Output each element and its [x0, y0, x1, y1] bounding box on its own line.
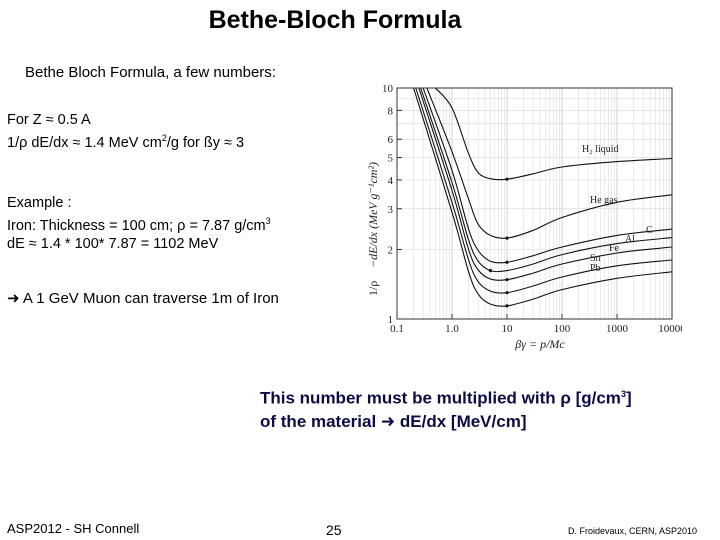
slide-subtitle: Bethe Bloch Formula, a few numbers: — [25, 64, 276, 81]
minimum-marker — [505, 304, 509, 308]
intro-line-1: For Z ≈ 0.5 A — [7, 112, 91, 128]
series-line — [426, 87, 673, 239]
x-tick-label: 1000 — [606, 323, 629, 335]
series-label: Al — [625, 234, 635, 245]
plot-series — [413, 87, 673, 308]
minimum-marker — [488, 269, 493, 273]
series-line — [434, 87, 673, 181]
series-line — [418, 87, 673, 281]
example-block: Example : Iron: Thickness = 100 cm; ρ = … — [7, 194, 271, 253]
minimum-marker — [505, 177, 509, 181]
arrow-right-icon: ➜ — [7, 290, 20, 307]
note-line-1-pre: This number must be multiplied with ρ [g… — [260, 388, 621, 408]
x-tick-label: 10000 — [658, 323, 682, 335]
example-heading: Example : — [7, 195, 72, 211]
intro-line-2: 1/ρ dE/dx ≈ 1.4 MeV cm2/g for ßy ≈ 3 — [7, 129, 244, 152]
series-label: C — [646, 225, 653, 236]
arrow-right-icon: ➜ — [380, 411, 396, 431]
example-line-1: Iron: Thickness = 100 cm; ρ = 7.87 g/cm3 — [7, 212, 271, 235]
y-tick-label: 5 — [388, 153, 394, 165]
y-tick-label: 8 — [388, 105, 394, 117]
x-tick-label: 0.1 — [390, 323, 404, 335]
minimum-marker — [505, 278, 509, 282]
series-line — [420, 87, 673, 273]
muon-statement: ➜ A 1 GeV Muon can traverse 1m of Iron — [7, 289, 279, 307]
footer-author: ASP2012 - SH Connell — [7, 521, 140, 536]
slide-title: Bethe-Bloch Formula — [208, 6, 462, 34]
series-label: Sn — [590, 253, 601, 264]
plot-ticks: 0.1 1.0 10 100 1000 10000 1 2 3 4 5 6 8 10 — [382, 83, 682, 335]
y-axis-label-prefix: 1/ρ — [366, 281, 380, 296]
y-tick-label: 6 — [388, 134, 394, 146]
y-tick-label: 10 — [382, 83, 394, 95]
note-line-2: of the material ➜ dE/dx [MeV/cm] — [260, 410, 632, 433]
minimum-marker — [505, 260, 509, 264]
muon-text: A 1 GeV Muon can traverse 1m of Iron — [19, 290, 279, 307]
minimum-marker — [505, 236, 509, 240]
x-tick-label: 100 — [554, 323, 571, 335]
intro-line-2-sup: 2 — [161, 133, 167, 143]
y-tick-label: 3 — [388, 204, 394, 216]
series-line — [415, 87, 673, 294]
plot-frame — [396, 87, 673, 320]
note-line-1-sup: 3 — [620, 389, 626, 399]
plot-axes-box — [396, 87, 673, 320]
example-line-2: dE ≈ 1.4 * 100* 7.87 = 1102 MeV — [7, 235, 219, 252]
note-line-2-pre: of the material — [260, 411, 381, 431]
y-tick-label: 2 — [388, 244, 394, 256]
intro-line-2-pre: 1/ρ dE/dx ≈ 1.4 MeV cm — [7, 134, 162, 151]
note-line-1: This number must be multiplied with ρ [g… — [260, 383, 632, 410]
x-tick-label: 1.0 — [445, 323, 459, 335]
example-line-1-pre: Iron: Thickness = 100 cm; ρ = 7.87 g/cm — [7, 217, 266, 234]
series-label: H₂ liquid — [582, 144, 619, 155]
y-tick-label: 1 — [388, 314, 394, 326]
series-label: Pb — [590, 263, 601, 274]
x-axis-label: βγ = p/Mc — [514, 337, 565, 351]
intro-block: For Z ≈ 0.5 A 1/ρ dE/dx ≈ 1.4 MeV cm2/g … — [7, 111, 244, 152]
y-axis-label: −dE/dx (MeV g⁻¹cm²) — [366, 162, 380, 268]
bethe-bloch-plot: 0.11.010100100010000123456810 H₂ liquidH… — [366, 83, 682, 351]
y-tick-label: 4 — [388, 175, 394, 187]
series-label: He gas — [590, 195, 618, 206]
note-line-1-post: ] — [625, 388, 632, 408]
example-line-1-sup: 3 — [265, 216, 271, 226]
footer-credit: D. Froidevaux, CERN, ASP2010 — [568, 526, 698, 536]
page-number: 25 — [326, 522, 342, 538]
x-tick-label: 10 — [502, 323, 514, 335]
series-line — [422, 87, 673, 264]
plot-grid — [396, 87, 672, 320]
note-line-2-post: dE/dx [MeV/cm] — [395, 411, 527, 431]
series-label: Fe — [609, 243, 620, 254]
multiply-note: This number must be multiplied with ρ [g… — [260, 383, 632, 433]
minimum-marker — [505, 291, 509, 295]
series-line — [413, 87, 673, 307]
intro-line-2-post: /g for ßy ≈ 3 — [166, 134, 245, 151]
